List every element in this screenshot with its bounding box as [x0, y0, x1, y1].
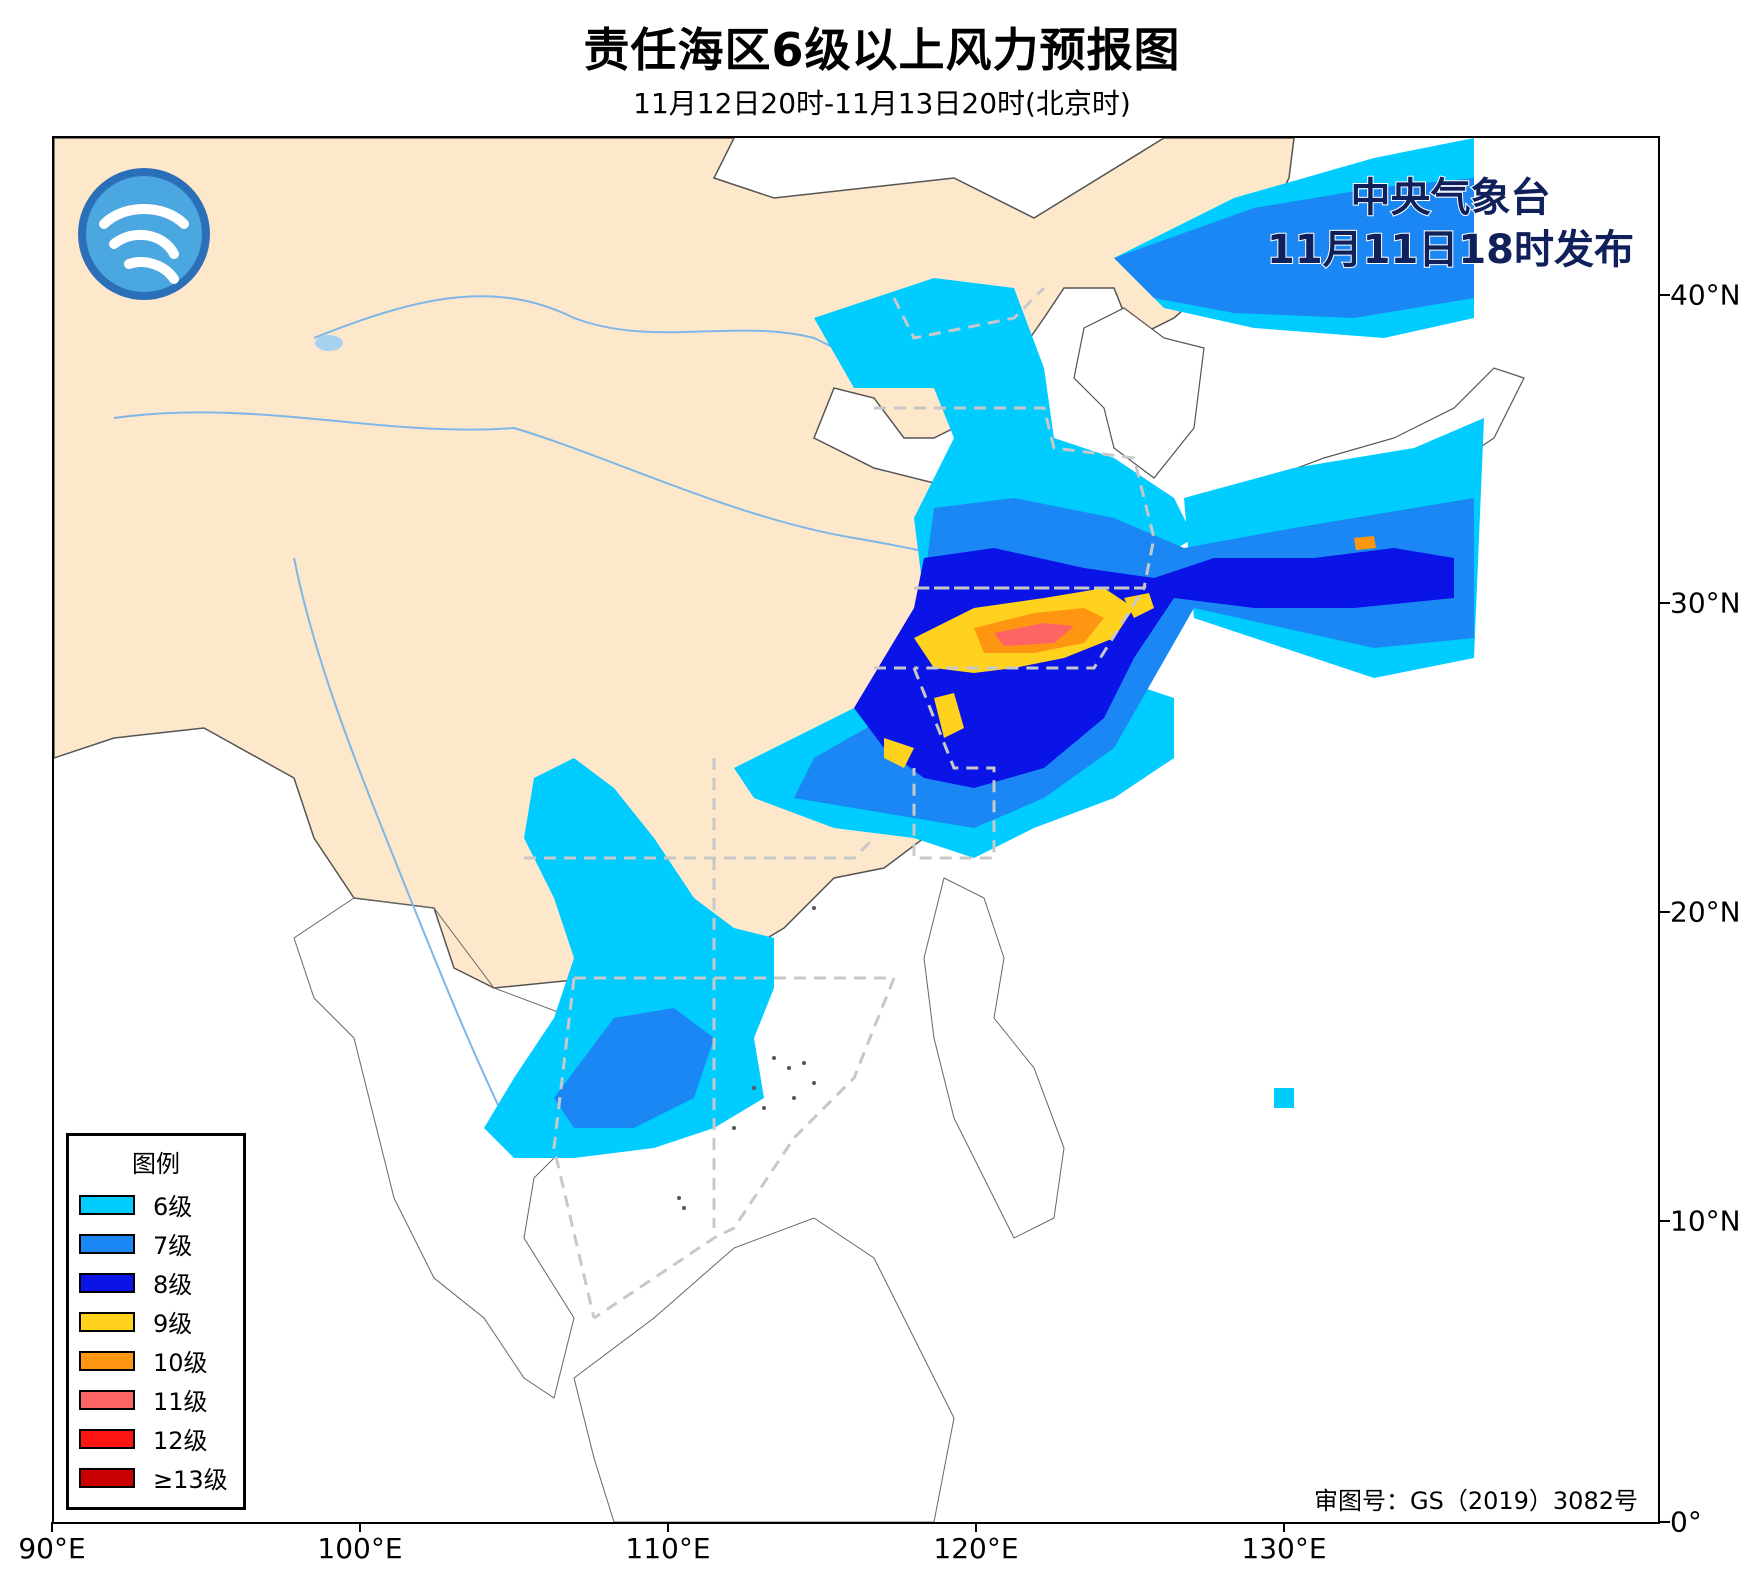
- y-tick-label: 10°N: [1670, 1204, 1741, 1238]
- legend-item: 11级: [79, 1380, 233, 1419]
- y-tick-mark: [1660, 911, 1670, 913]
- legend-swatch: [79, 1233, 135, 1254]
- y-tick-mark: [1660, 294, 1670, 296]
- x-tick-label: 120°E: [933, 1532, 1019, 1565]
- legend-label: 9级: [153, 1310, 193, 1338]
- map-approval-number: 审图号：GS（2019）3082号: [1314, 1487, 1638, 1515]
- legend-label: 10级: [153, 1349, 208, 1377]
- legend-swatch: [79, 1350, 135, 1371]
- cma-logo: [74, 164, 214, 304]
- legend-item: 9级: [79, 1302, 233, 1341]
- x-tick-mark: [1283, 1522, 1285, 1532]
- legend-item: 8级: [79, 1263, 233, 1302]
- borneo: [573, 1217, 955, 1522]
- legend-items: 6级 7级 8级 9级 10级 11级 12级 ≥13级: [79, 1185, 233, 1497]
- legend-swatch: [79, 1389, 135, 1410]
- x-tick-mark: [51, 1522, 53, 1532]
- legend-label: 11级: [153, 1388, 208, 1416]
- issuer-time: 11月11日18时发布: [1266, 226, 1635, 274]
- x-tick-label: 90°E: [18, 1532, 86, 1565]
- lake: [315, 335, 343, 351]
- legend-swatch: [79, 1272, 135, 1293]
- x-tick-label: 110°E: [625, 1532, 711, 1565]
- issuer-label: 中央气象台 11月11日18时发布: [1266, 172, 1635, 276]
- nansha-islands: [677, 906, 816, 1210]
- y-tick-mark: [1660, 1220, 1670, 1222]
- legend-swatch: [79, 1311, 135, 1332]
- legend-label: ≥13级: [153, 1466, 228, 1494]
- legend-swatch: [79, 1428, 135, 1449]
- korea-peninsula: [1073, 307, 1205, 479]
- legend-item: 6级: [79, 1185, 233, 1224]
- wind-level-11: [994, 623, 1074, 646]
- y-tick-label: 40°N: [1670, 278, 1741, 312]
- map-title: 责任海区6级以上风力预报图: [583, 23, 1181, 77]
- forecast-period: 11月12日20时-11月13日20时(北京时): [633, 87, 1131, 120]
- legend: 图例 6级 7级 8级 9级 10级 11级 12级 ≥13级: [66, 1133, 246, 1510]
- x-tick-label: 130°E: [1241, 1532, 1327, 1565]
- legend-swatch: [79, 1194, 135, 1215]
- legend-item: 7级: [79, 1224, 233, 1263]
- y-tick-mark: [1660, 602, 1670, 604]
- legend-swatch: [79, 1467, 135, 1488]
- map-canvas: [54, 138, 1525, 1522]
- y-tick-label: 30°N: [1670, 586, 1741, 620]
- x-tick-mark: [667, 1522, 669, 1532]
- y-tick-label: 0°: [1670, 1505, 1702, 1539]
- legend-item: ≥13级: [79, 1458, 233, 1497]
- philippines: [923, 877, 1065, 1239]
- legend-label: 6级: [153, 1193, 193, 1221]
- legend-label: 8级: [153, 1271, 193, 1299]
- mekong-river: [293, 557, 515, 1139]
- yangtze-river: [113, 411, 995, 569]
- x-tick-mark: [359, 1522, 361, 1532]
- legend-title: 图例: [132, 1150, 180, 1178]
- x-tick-label: 100°E: [317, 1532, 403, 1565]
- legend-item: 12级: [79, 1419, 233, 1458]
- legend-label: 12级: [153, 1427, 208, 1455]
- sea-zone-boundaries: [524, 286, 1156, 1320]
- legend-label: 7级: [153, 1232, 193, 1260]
- y-tick-label: 20°N: [1670, 895, 1741, 929]
- legend-item: 10级: [79, 1341, 233, 1380]
- y-tick-mark: [1660, 1521, 1670, 1523]
- issuer-agency: 中央气象台: [1350, 174, 1552, 222]
- x-tick-mark: [975, 1522, 977, 1532]
- wind-forecast-map: 中央气象台 11月11日18时发布 审图号：GS（2019）3082号 图例 6…: [52, 136, 1660, 1524]
